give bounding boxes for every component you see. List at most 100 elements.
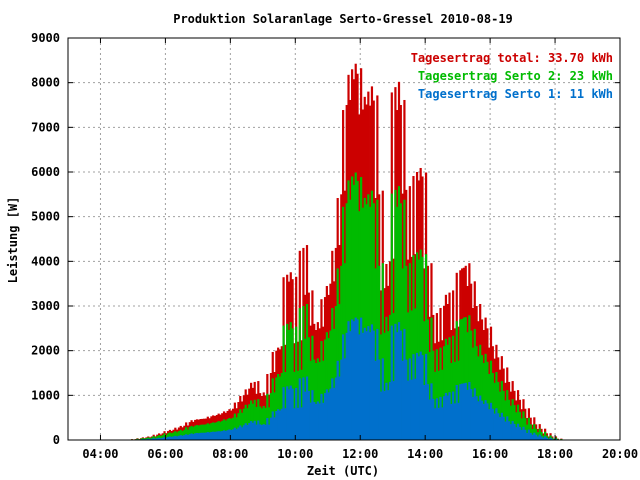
bar-serto1 xyxy=(542,437,545,440)
bar-serto2 xyxy=(486,361,489,440)
bar-serto2 xyxy=(237,413,240,440)
bar-serto2 xyxy=(443,346,446,440)
bar-serto1 xyxy=(401,360,404,440)
bar-serto1 xyxy=(549,437,552,440)
bar-serto2 xyxy=(531,429,534,440)
bar-serto2 xyxy=(388,314,392,440)
bar-serto1 xyxy=(495,408,498,440)
bar-serto2 xyxy=(331,308,334,440)
bar-serto2 xyxy=(170,433,173,440)
bar-serto1 xyxy=(176,436,179,440)
bar-serto1 xyxy=(473,388,476,440)
bar-serto1 xyxy=(163,436,166,440)
legend: Tagesertrag total: 33.70 kWh Tagesertrag… xyxy=(411,51,613,101)
bar-serto2 xyxy=(394,189,397,440)
x-tick-label: 04:00 xyxy=(82,447,118,461)
bar-serto2 xyxy=(322,360,325,440)
bar-serto1 xyxy=(342,334,345,440)
bar-serto1 xyxy=(334,377,337,440)
bar-serto2 xyxy=(336,268,339,440)
bar-serto1 xyxy=(540,436,543,440)
bar-serto2 xyxy=(342,206,345,440)
bar-serto1 xyxy=(248,423,251,440)
bar-serto1 xyxy=(502,416,505,440)
bar-serto1 xyxy=(287,389,291,440)
bars xyxy=(130,63,563,441)
bar-serto1 xyxy=(266,418,269,440)
bar-serto1 xyxy=(457,402,460,440)
bar-serto1 xyxy=(237,427,240,440)
bar-serto2 xyxy=(551,437,554,440)
bar-serto2 xyxy=(145,437,148,440)
bar-serto1 xyxy=(480,400,484,440)
bar-serto2 xyxy=(363,198,366,440)
bar-serto1 xyxy=(479,395,482,440)
bar-serto2 xyxy=(262,406,265,440)
bar-serto2 xyxy=(459,319,462,440)
bar-serto1 xyxy=(154,438,157,440)
bar-serto2 xyxy=(188,427,191,440)
bar-serto1 xyxy=(356,319,359,440)
bar-serto1 xyxy=(507,421,511,440)
bar-serto1 xyxy=(161,437,164,440)
bar-serto2 xyxy=(513,405,516,440)
bar-serto1 xyxy=(235,429,238,440)
bar-serto2 xyxy=(450,363,453,440)
plot-border xyxy=(67,37,621,441)
bar-serto1 xyxy=(199,432,202,440)
bar-serto1 xyxy=(345,332,348,440)
bar-serto2 xyxy=(392,313,395,440)
bar-serto2 xyxy=(302,306,305,440)
bar-serto1 xyxy=(370,324,374,440)
bar-serto2 xyxy=(495,372,498,440)
bar-serto2 xyxy=(526,424,529,440)
bar-serto2 xyxy=(201,424,204,440)
bar-serto1 xyxy=(168,436,172,440)
bar-serto1 xyxy=(156,438,159,440)
bar-serto1 xyxy=(516,423,520,440)
bar-serto2 xyxy=(163,433,166,440)
bar-serto2 xyxy=(520,418,523,440)
bar-serto2 xyxy=(235,417,238,440)
bar-serto1 xyxy=(228,429,231,440)
bar-serto2 xyxy=(403,199,406,440)
bar-serto1 xyxy=(172,436,175,440)
bar-serto1 xyxy=(327,392,330,440)
bar-serto1 xyxy=(206,432,209,440)
bar-serto1 xyxy=(360,317,363,440)
bar-serto1 xyxy=(246,425,249,440)
bar-serto1 xyxy=(383,390,386,440)
y-tick-label: 5000 xyxy=(31,210,60,224)
bar-serto2 xyxy=(452,335,455,440)
bar-serto2 xyxy=(295,326,298,440)
bar-serto1 xyxy=(201,432,204,440)
bar-serto1 xyxy=(210,431,213,440)
bar-serto2 xyxy=(488,374,491,440)
bar-serto2 xyxy=(206,423,209,440)
bar-serto2 xyxy=(477,356,480,440)
x-axis-label: Zeit (UTC) xyxy=(307,464,379,478)
bar-serto1 xyxy=(230,430,233,440)
bar-serto2 xyxy=(441,369,444,440)
bar-serto1 xyxy=(428,399,431,440)
x-tick-label: 10:00 xyxy=(277,447,313,461)
bar-serto2 xyxy=(522,411,525,440)
bar-serto1 xyxy=(204,432,208,440)
bar-serto2 xyxy=(215,422,218,440)
bar-serto2 xyxy=(305,303,309,440)
bar-serto1 xyxy=(194,433,197,440)
bar-serto1 xyxy=(414,378,417,440)
bar-serto2 xyxy=(293,371,296,440)
bar-serto1 xyxy=(260,425,264,440)
bar-serto2 xyxy=(428,352,431,440)
bar-serto2 xyxy=(473,328,476,440)
bar-serto1 xyxy=(412,354,415,440)
bar-serto2 xyxy=(426,319,429,440)
bar-serto1 xyxy=(497,413,500,440)
bar-serto1 xyxy=(226,430,229,440)
bar-serto1 xyxy=(221,431,224,440)
bar-serto1 xyxy=(430,383,433,440)
bar-serto2 xyxy=(318,361,321,440)
bar-serto2 xyxy=(320,341,323,440)
bar-serto2 xyxy=(286,323,289,440)
